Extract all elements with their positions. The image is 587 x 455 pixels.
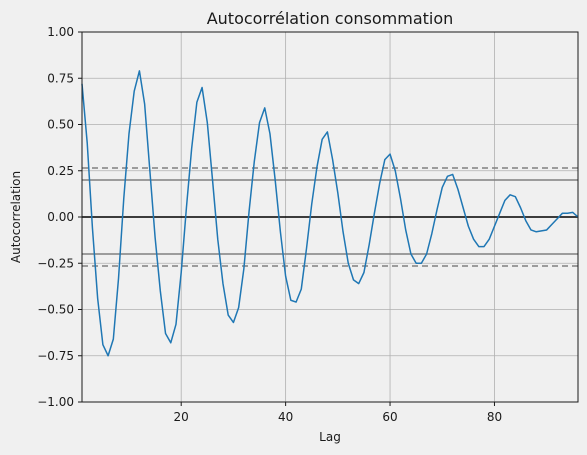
y-tick-label: 1.00 (47, 25, 74, 39)
autocorrelation-series-line (81, 70, 579, 357)
y-tick-label: −0.25 (37, 256, 74, 270)
y-tick-label: 0.50 (47, 118, 74, 132)
chart-title: Autocorrélation consommation (207, 9, 454, 28)
x-tick-label: 60 (382, 410, 397, 424)
y-tick-label: −1.00 (37, 395, 74, 409)
y-tick-label: 0.00 (47, 210, 74, 224)
y-tick-label: −0.50 (37, 303, 74, 317)
y-tick-label: 0.25 (47, 164, 74, 178)
x-axis-title: Lag (319, 430, 341, 444)
y-axis-title: Autocorrelation (9, 171, 23, 263)
plot-area: 20 40 60 80 −1.00 −0.75 −0.50 −0.25 0.00 0.25 0.50… (37, 25, 579, 424)
y-tick-label: 0.75 (47, 71, 74, 85)
x-tick-label: 20 (174, 410, 189, 424)
x-tick-label: 80 (487, 410, 502, 424)
y-tick-label: −0.75 (37, 349, 74, 363)
x-tick-label: 40 (278, 410, 293, 424)
